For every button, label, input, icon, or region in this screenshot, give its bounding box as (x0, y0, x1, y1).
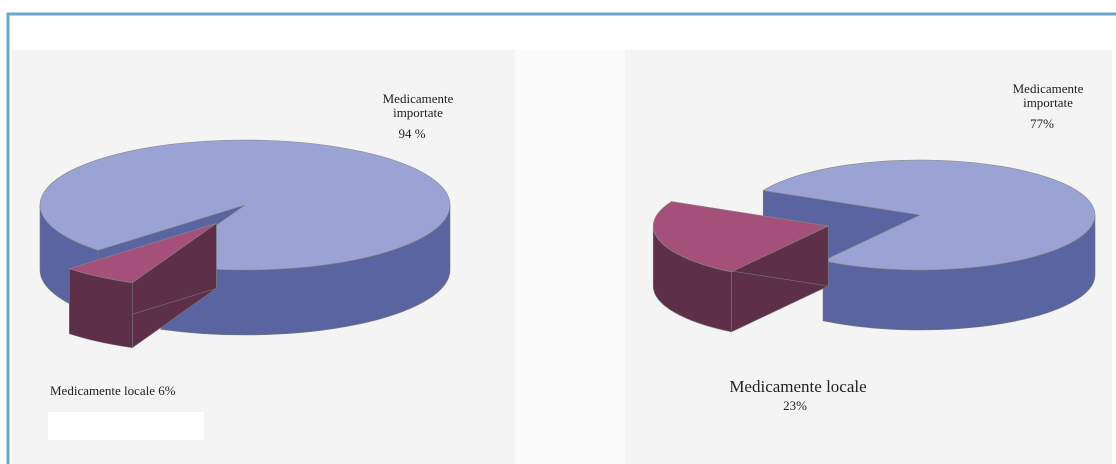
slice (652, 201, 830, 273)
frame (6, 12, 1116, 464)
category-label: Medicamente importate (383, 91, 454, 120)
gap (515, 50, 625, 464)
category-label: Medicamente importate (1013, 81, 1084, 110)
label-box (48, 412, 204, 440)
category-label: Medicamente locale (50, 383, 155, 398)
category-word: Medicamente (1013, 81, 1084, 96)
slice (762, 159, 1096, 271)
category-label: Medicamente locale (729, 377, 866, 396)
category-word: Medicamente (383, 91, 454, 106)
category-word: importate (1023, 95, 1073, 110)
value-label: 23% (783, 398, 807, 413)
value-label: 77% (1030, 116, 1054, 131)
slice-label: Medicamente locale 6% (50, 383, 176, 398)
value-label: 6% (158, 383, 176, 398)
slice (39, 139, 451, 271)
value-label: 94 % (398, 126, 425, 141)
slice (68, 223, 217, 284)
category-word: importate (393, 105, 443, 120)
